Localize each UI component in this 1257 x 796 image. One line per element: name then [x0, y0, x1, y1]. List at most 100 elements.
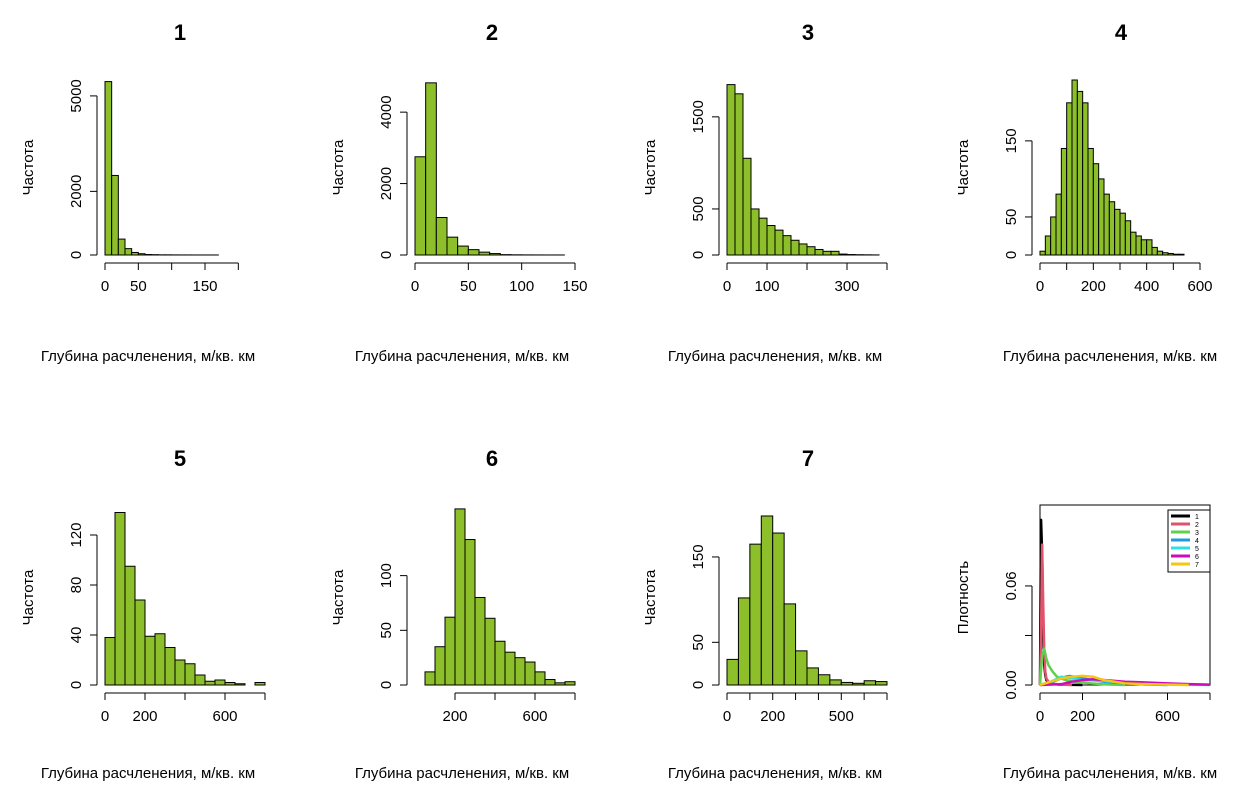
y-tick-label: 0: [68, 251, 85, 259]
histogram-bar: [760, 515, 774, 686]
y-tick-label: 4000: [378, 95, 395, 128]
histogram-bar: [117, 238, 126, 256]
histogram-bar: [104, 81, 113, 256]
histogram-bar: [1156, 250, 1164, 256]
histogram-bar: [783, 603, 797, 686]
histogram-bar: [1151, 246, 1158, 256]
histogram-bar: [1172, 253, 1180, 256]
x-tick-label: 150: [562, 278, 587, 295]
histogram-bar: [829, 679, 842, 686]
histogram-bar: [1087, 147, 1094, 256]
legend-label-4: 4: [1195, 538, 1199, 545]
histogram-bar: [838, 253, 848, 256]
x-axis-label: Глубина расчленения, м/кв. км: [1003, 348, 1217, 365]
histogram-bar: [494, 640, 506, 686]
y-tick-label: 0: [1003, 251, 1020, 259]
histogram-bar: [772, 532, 785, 686]
x-tick-label: 0: [1036, 708, 1044, 725]
y-tick-label: 100: [378, 563, 395, 588]
x-tick-label: 50: [460, 278, 477, 295]
x-tick-label: 200: [1070, 708, 1095, 725]
histogram-bar: [726, 84, 736, 256]
y-tick-label: 5000: [68, 79, 85, 112]
histogram-bar: [734, 93, 744, 256]
histogram-bar: [554, 682, 566, 686]
x-axis-label: Глубина расчленения, м/кв. км: [1003, 765, 1217, 782]
histogram-bar: [154, 633, 166, 686]
histogram-bar: [798, 243, 808, 256]
histogram-bar: [164, 647, 176, 686]
chart-title: 5: [174, 446, 186, 471]
histogram-bar: [1146, 239, 1153, 256]
y-axis-label: Плотность: [955, 561, 972, 635]
histogram-bar: [224, 682, 236, 686]
chart-title: 4: [1115, 20, 1128, 45]
x-tick-label: 600: [522, 708, 547, 725]
y-tick-label: 120: [68, 522, 85, 547]
x-tick-label: 400: [1134, 278, 1159, 295]
x-tick-label: 0: [723, 278, 731, 295]
histogram-bar: [1050, 216, 1057, 256]
histogram-bar: [114, 512, 126, 686]
histogram-bar: [1162, 252, 1169, 256]
histogram-bar: [766, 225, 776, 256]
histogram-bar: [830, 250, 840, 256]
y-axis-label: Частота: [20, 139, 37, 195]
chart-title: 1: [174, 20, 186, 45]
histogram-bar: [489, 253, 501, 256]
histogram-bar: [749, 543, 762, 686]
legend-label-7: 7: [1195, 562, 1199, 569]
y-axis-label: Частота: [330, 569, 347, 625]
histogram-bar: [104, 637, 116, 686]
histogram-bar: [1119, 212, 1126, 256]
x-axis-label: Глубина расчленения, м/кв. км: [41, 348, 255, 365]
histogram-bar: [1103, 193, 1110, 256]
histogram-bar: [144, 635, 156, 686]
chart-panel-1: 1 Частота Глубина расчленения, м/кв. км 0 50…: [20, 20, 255, 365]
y-tick-label: 0: [378, 251, 395, 259]
histogram-bar: [1092, 163, 1100, 256]
histogram-bar: [111, 174, 119, 256]
histogram-bar: [795, 650, 808, 686]
x-tick-label: 200: [760, 708, 785, 725]
histogram-bar: [742, 157, 752, 256]
chart-title: 7: [802, 446, 814, 471]
histogram-bar: [774, 229, 784, 256]
histogram-bar: [806, 246, 816, 256]
histogram-bar: [174, 659, 186, 686]
histogram-bar: [1135, 235, 1142, 256]
histogram-bar: [134, 599, 146, 686]
y-tick-label: 50: [690, 634, 707, 651]
histogram-bar: [504, 651, 516, 686]
histogram-bar: [424, 671, 436, 686]
x-axis-label: Глубина расчленения, м/кв. км: [355, 765, 569, 782]
histogram-bar: [1039, 250, 1046, 256]
histogram-bar: [1140, 239, 1148, 256]
histogram-bar: [1130, 231, 1137, 256]
histogram-bar: [737, 597, 751, 686]
histogram-bar: [814, 248, 824, 256]
histogram-bar: [1114, 208, 1121, 256]
x-tick-label: 300: [834, 278, 859, 295]
y-tick-label: 0: [68, 681, 85, 689]
histogram-bar: [863, 680, 877, 686]
histogram-bar: [875, 681, 888, 686]
histogram-bar: [137, 253, 146, 256]
histogram-bar: [817, 674, 831, 686]
y-tick-label: 0: [690, 251, 707, 259]
histogram-bar: [1167, 252, 1174, 256]
histogram-bar: [564, 681, 576, 686]
histogram-bar: [524, 661, 536, 686]
histogram-bar: [474, 597, 486, 686]
x-tick-label: 0: [1036, 278, 1044, 295]
x-tick-label: 600: [1155, 708, 1180, 725]
legend-label-5: 5: [1195, 546, 1199, 553]
histogram-bar: [726, 658, 739, 686]
x-tick-label: 50: [130, 278, 147, 295]
y-tick-label: 2000: [68, 175, 85, 208]
x-tick-label: 200: [442, 708, 467, 725]
y-tick-label: 80: [68, 577, 85, 594]
